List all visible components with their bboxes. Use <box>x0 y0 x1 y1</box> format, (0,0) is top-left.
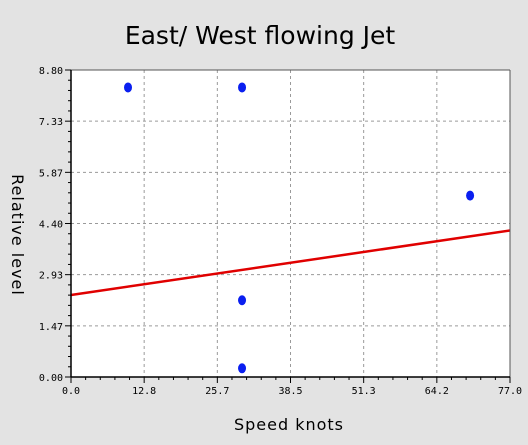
grid <box>71 70 510 377</box>
x-axis-title: Speed knots <box>234 415 344 434</box>
data-point <box>466 190 475 201</box>
x-tick-label: 77.0 <box>498 386 522 397</box>
y-tick-label: 5.87 <box>39 168 63 179</box>
chart-title: East/ West flowing Jet <box>125 21 396 50</box>
x-tick-label: 0.0 <box>62 386 80 397</box>
y-tick-label: 4.40 <box>39 220 63 231</box>
y-axis-title: Relative level <box>8 174 27 296</box>
x-tick-label: 12.8 <box>132 386 156 397</box>
x-tick-label: 25.7 <box>205 386 229 397</box>
y-tick-label: 1.47 <box>39 322 63 333</box>
y-tick-label: 0.00 <box>39 373 63 384</box>
y-tick-label: 2.93 <box>39 271 63 282</box>
x-axis-ticks: 0.0 12.8 25.7 38.5 51.3 64.2 77.0 <box>62 377 522 397</box>
data-point <box>238 295 247 306</box>
data-point <box>238 82 247 93</box>
x-tick-label: 64.2 <box>425 386 449 397</box>
data-point <box>238 363 247 374</box>
trend-line-group <box>70 229 511 297</box>
y-tick-label: 8.80 <box>39 66 63 77</box>
data-point <box>124 82 133 93</box>
y-axis-ticks: 0.00 1.47 2.93 4.40 5.87 7.33 8.80 <box>39 66 71 384</box>
data-points <box>124 82 475 374</box>
trend-line <box>70 229 511 297</box>
y-tick-label: 7.33 <box>39 117 63 128</box>
x-tick-label: 51.3 <box>352 386 376 397</box>
x-tick-label: 38.5 <box>278 386 302 397</box>
y-axis-title-text: Relative level <box>8 174 27 296</box>
